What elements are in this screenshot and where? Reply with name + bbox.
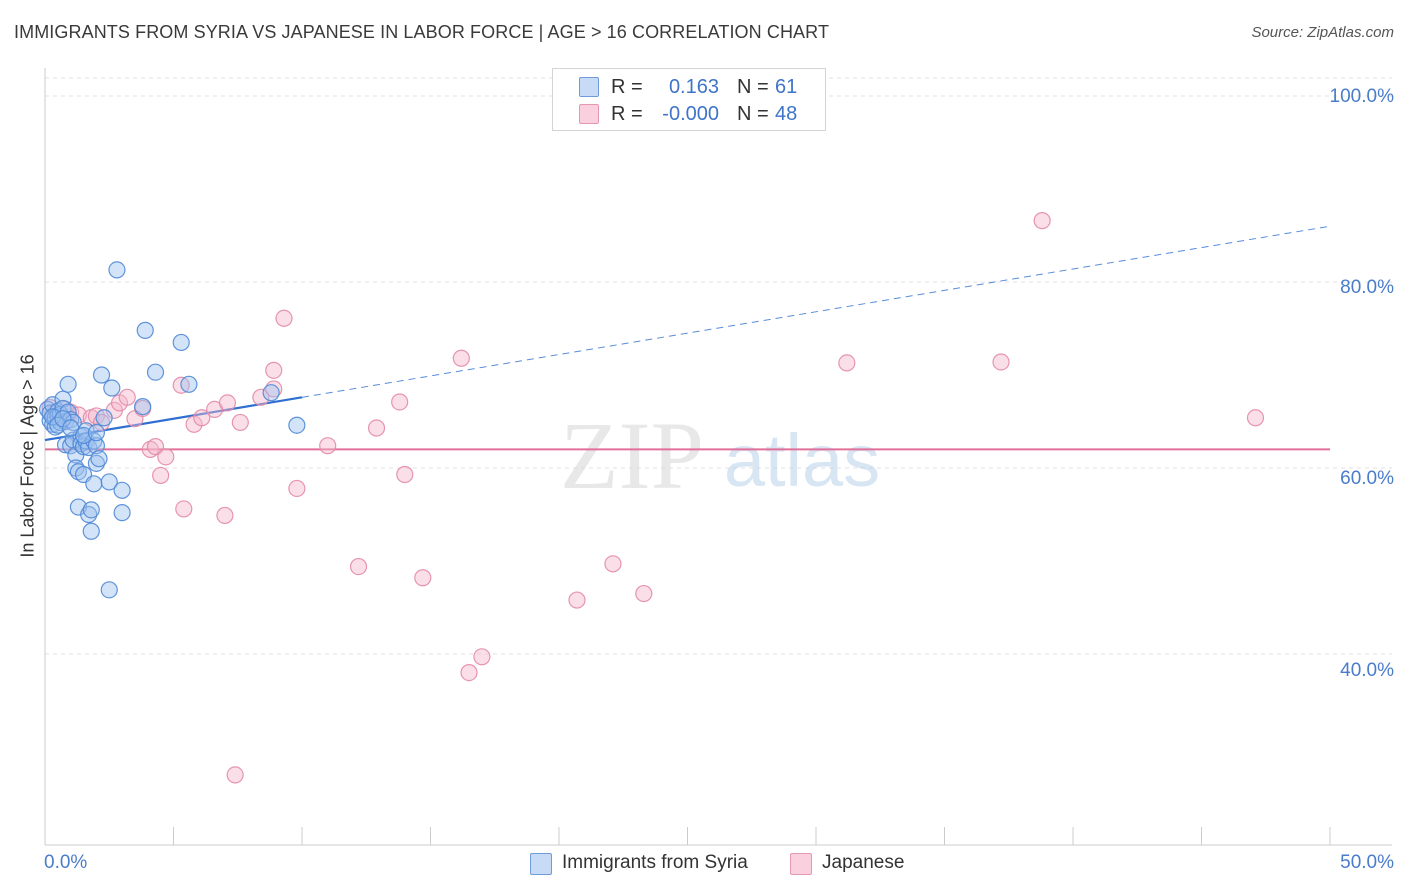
point-japanese <box>231 413 249 432</box>
point-syria <box>288 416 306 434</box>
watermark: ZIP atlas <box>560 402 880 509</box>
watermark-zip: ZIP <box>560 402 704 509</box>
point-syria <box>87 454 106 472</box>
point-syria <box>85 475 103 493</box>
point-syria <box>87 424 106 442</box>
chart-title: IMMIGRANTS FROM SYRIA VS JAPANESE IN LAB… <box>14 22 830 42</box>
point-japanese <box>635 584 653 603</box>
point-japanese <box>452 349 470 367</box>
point-japanese <box>118 388 136 406</box>
point-japanese <box>396 465 414 484</box>
point-syria <box>74 426 93 445</box>
point-japanese <box>473 648 491 666</box>
legend-row-japanese: R = -0.000 N = 48 <box>553 101 825 127</box>
point-japanese <box>1033 212 1051 230</box>
point-japanese <box>1246 409 1265 427</box>
point-syria <box>108 261 126 279</box>
point-japanese <box>193 409 211 427</box>
bottom-legend-swatch-japanese <box>790 853 812 875</box>
point-japanese <box>218 394 237 412</box>
point-japanese <box>146 438 165 456</box>
point-syria <box>113 504 131 522</box>
data-points <box>38 212 1265 784</box>
point-syria <box>172 333 190 352</box>
axes <box>44 68 1392 846</box>
legend-n-label: N = <box>737 76 769 98</box>
point-japanese <box>288 479 306 498</box>
point-syria <box>80 505 98 524</box>
x-tick-label-max: 50.0% <box>1340 852 1394 873</box>
point-japanese <box>568 591 586 609</box>
point-syria <box>100 473 118 491</box>
point-japanese <box>391 393 409 411</box>
point-japanese <box>349 557 368 576</box>
y-tick-label: 40.0% <box>1340 660 1394 681</box>
point-japanese <box>460 663 478 682</box>
point-syria <box>59 375 77 393</box>
y-tick-label: 60.0% <box>1340 468 1394 489</box>
point-syria <box>180 375 198 393</box>
point-japanese <box>838 354 856 372</box>
x-tick-label-min: 0.0% <box>44 852 88 873</box>
point-japanese <box>252 388 270 406</box>
point-japanese <box>275 309 293 327</box>
point-japanese <box>157 448 175 466</box>
point-japanese <box>92 413 111 432</box>
point-syria <box>82 501 100 519</box>
legend-n-value: 61 <box>775 76 798 98</box>
point-syria <box>103 379 121 397</box>
point-syria <box>134 398 152 416</box>
legend-swatch-japanese <box>579 104 599 124</box>
legend-swatch-syria <box>579 77 599 97</box>
point-syria <box>62 419 80 437</box>
source-label: Source: ZipAtlas.com <box>1251 24 1394 41</box>
point-japanese <box>604 555 622 573</box>
point-syria <box>92 366 111 384</box>
point-syria <box>262 384 280 402</box>
trend-line-syria-projection <box>301 225 1331 398</box>
point-japanese <box>319 437 337 455</box>
legend-r-value: 0.163 <box>668 76 719 98</box>
point-syria <box>146 363 165 381</box>
point-syria <box>87 437 106 455</box>
bottom-legend-label-japanese: Japanese <box>822 852 905 873</box>
legend-r-label: R = <box>611 103 643 125</box>
point-japanese <box>367 419 386 437</box>
point-syria <box>95 409 113 427</box>
point-japanese <box>992 353 1010 371</box>
point-japanese <box>265 361 283 379</box>
bottom-legend-swatch-syria <box>530 853 552 875</box>
point-syria <box>82 522 100 540</box>
watermark-atlas: atlas <box>724 419 880 502</box>
y-tick-label: 100.0% <box>1329 86 1394 107</box>
legend-n-value: 48 <box>775 103 798 125</box>
bottom-legend-label-syria: Immigrants from Syria <box>562 852 748 873</box>
point-syria <box>90 450 108 468</box>
point-syria <box>113 481 131 499</box>
y-axis-label: In Labor Force | Age > 16 <box>17 354 38 558</box>
point-japanese <box>141 440 159 458</box>
point-japanese <box>414 569 432 587</box>
legend-row-syria: R = 0.163 N = 61 <box>553 74 825 100</box>
point-syria <box>100 581 118 599</box>
point-japanese <box>152 466 170 485</box>
legend-r-value: -0.000 <box>662 103 719 125</box>
point-japanese <box>175 500 193 518</box>
gridlines <box>45 77 1392 655</box>
point-japanese <box>226 766 244 784</box>
point-japanese <box>216 506 234 525</box>
point-syria <box>136 321 154 339</box>
point-syria <box>69 463 88 481</box>
legend-r-label: R = <box>611 76 643 98</box>
legend-n-label: N = <box>737 103 769 125</box>
correlation-legend: R = 0.163 N = 61 R = -0.000 N = 48 <box>552 68 826 131</box>
y-tick-label: 80.0% <box>1340 277 1394 298</box>
